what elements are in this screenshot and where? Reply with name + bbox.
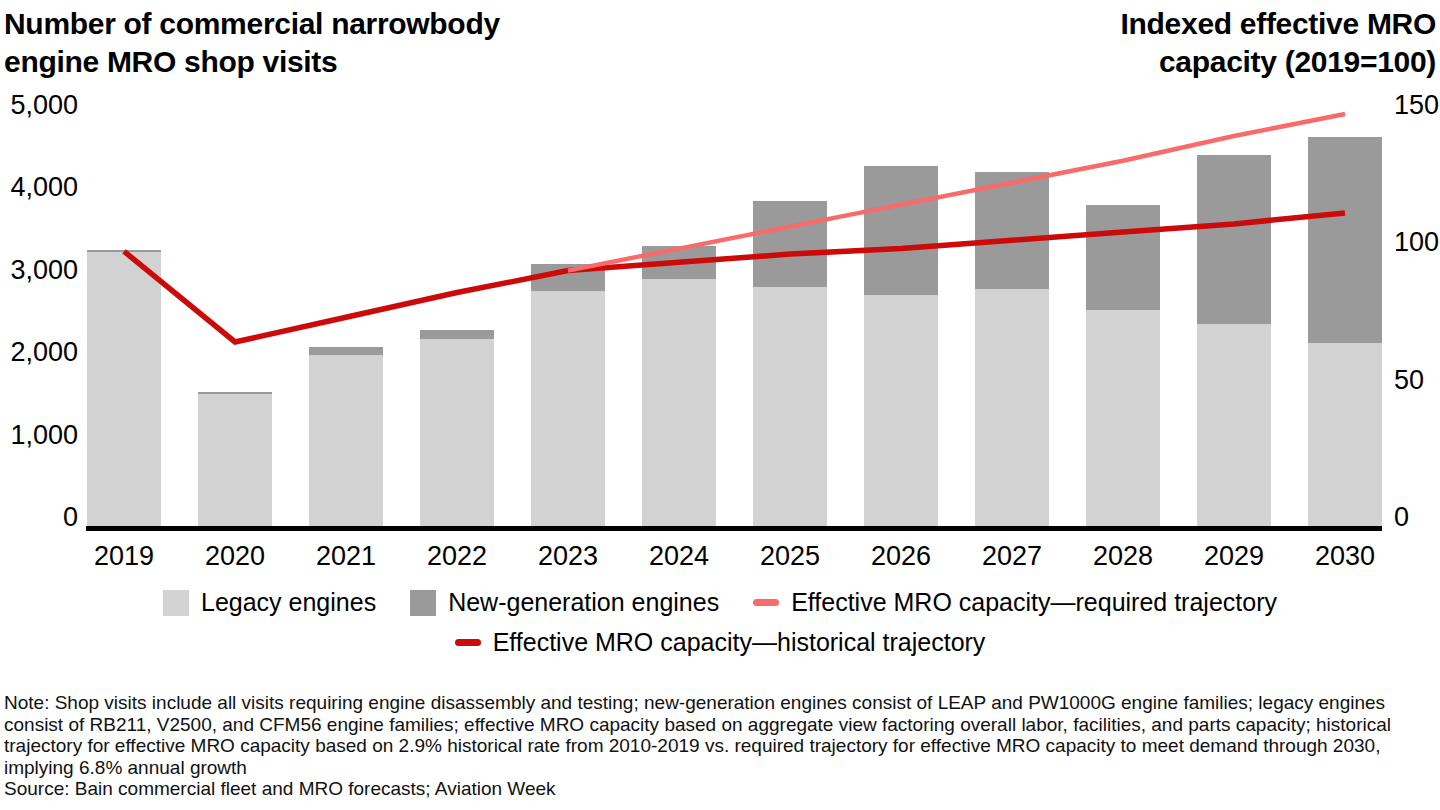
bar-2026-new-generation: [864, 166, 938, 296]
bar-2029-new-generation: [1197, 155, 1271, 324]
new-generation-engines-swatch: [410, 590, 436, 616]
bar-2028-new-generation: [1086, 205, 1160, 310]
bar-2022-new-generation: [420, 330, 494, 338]
x-axis-label-2019: 2019: [69, 542, 180, 570]
bar-2022-legacy: [420, 339, 494, 531]
legend: Legacy engines New-generation engines Ef…: [0, 588, 1440, 657]
right-axis-tick-100: 100: [1394, 228, 1440, 256]
bar-2027-legacy: [975, 289, 1049, 531]
bar-2020-new-generation: [198, 392, 272, 394]
left-axis-tick-0: 0: [0, 503, 78, 531]
bar-2028-legacy: [1086, 310, 1160, 531]
legend-item-historical-trajectory: Effective MRO capacity—historical trajec…: [455, 628, 986, 657]
bar-2023-legacy: [531, 291, 605, 531]
left-axis-tick-2000: 2,000: [0, 338, 78, 366]
historical-trajectory-swatch: [455, 639, 481, 646]
x-axis-label-2023: 2023: [513, 542, 624, 570]
x-axis-line: [86, 526, 1382, 531]
historical-trajectory-line: [124, 213, 1345, 342]
left-axis-tick-5000: 5,000: [0, 91, 78, 119]
bar-2024-new-generation: [642, 246, 716, 279]
x-axis-label-2028: 2028: [1068, 542, 1179, 570]
legend-item-legacy-engines: Legacy engines: [163, 588, 376, 617]
bar-2023-new-generation: [531, 264, 605, 291]
bar-2029-legacy: [1197, 324, 1271, 531]
legend-row-2: Effective MRO capacity—historical trajec…: [455, 628, 986, 657]
bar-2021-legacy: [309, 355, 383, 531]
bar-2025-legacy: [753, 287, 827, 531]
x-axis-label-2027: 2027: [957, 542, 1068, 570]
bar-2026-legacy: [864, 295, 938, 531]
right-axis-tick-0: 0: [1394, 503, 1440, 531]
bar-2025-new-generation: [753, 201, 827, 288]
bar-2020-legacy: [198, 394, 272, 531]
bar-2019-new-generation: [87, 250, 161, 252]
bar-2019-legacy: [87, 252, 161, 531]
legend-label-legacy-engines: Legacy engines: [201, 588, 376, 617]
bar-2021-new-generation: [309, 347, 383, 355]
legend-item-new-generation-engines: New-generation engines: [410, 588, 719, 617]
legend-item-required-trajectory: Effective MRO capacity—required trajecto…: [753, 588, 1277, 617]
required-trajectory-swatch: [753, 599, 779, 606]
legend-row-1: Legacy engines New-generation engines Ef…: [163, 588, 1277, 617]
x-axis-label-2021: 2021: [291, 542, 402, 570]
legend-label-new-generation-engines: New-generation engines: [448, 588, 719, 617]
source-text: Source: Bain commercial fleet and MRO fo…: [4, 778, 1437, 800]
footnote-block: Note: Shop visits include all visits req…: [4, 692, 1437, 800]
x-axis-label-2029: 2029: [1179, 542, 1290, 570]
bar-2024-legacy: [642, 279, 716, 531]
combo-chart: 2019202020212022202320242025202620272028…: [0, 0, 1440, 810]
legend-label-historical-trajectory: Effective MRO capacity—historical trajec…: [493, 628, 986, 657]
bar-2027-new-generation: [975, 172, 1049, 289]
left-axis-tick-4000: 4,000: [0, 173, 78, 201]
left-axis-tick-1000: 1,000: [0, 421, 78, 449]
x-axis-label-2022: 2022: [402, 542, 513, 570]
left-axis-tick-3000: 3,000: [0, 256, 78, 284]
right-axis-tick-50: 50: [1394, 366, 1440, 394]
legend-label-required-trajectory: Effective MRO capacity—required trajecto…: [791, 588, 1277, 617]
note-text: Note: Shop visits include all visits req…: [4, 692, 1437, 778]
x-axis-label-2030: 2030: [1290, 542, 1401, 570]
right-axis-tick-150: 150: [1394, 91, 1440, 119]
x-axis-label-2024: 2024: [624, 542, 735, 570]
bar-2030-new-generation: [1308, 137, 1382, 343]
legacy-engines-swatch: [163, 590, 189, 616]
x-axis-label-2020: 2020: [180, 542, 291, 570]
x-axis-label-2025: 2025: [735, 542, 846, 570]
bar-2030-legacy: [1308, 343, 1382, 531]
x-axis-label-2026: 2026: [846, 542, 957, 570]
